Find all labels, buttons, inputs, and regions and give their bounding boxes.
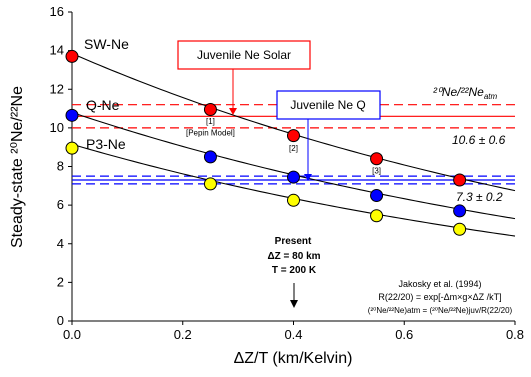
y-tick-label: 14 <box>50 43 64 58</box>
q-value-label: 7.3 ± 0.2 <box>456 190 503 204</box>
present-title: Present <box>275 236 312 247</box>
solar-value-label: 10.6 ± 0.6 <box>452 133 506 147</box>
data-point <box>453 173 467 187</box>
point-label: [2] <box>289 144 298 153</box>
solar-callout-label: Juvenile Ne Solar <box>197 48 291 62</box>
solar-callout-box <box>177 40 311 70</box>
data-point <box>65 141 79 155</box>
series-label-sw-ne: SW-Ne <box>84 36 129 52</box>
x-tick-label: 0.6 <box>395 327 413 342</box>
x-axis-title: ΔZ/T (km/Kelvin) <box>234 350 353 367</box>
y-tick-label: 4 <box>57 236 64 251</box>
data-point <box>453 204 467 218</box>
reference-lines <box>72 104 515 185</box>
y-tick-label: 0 <box>57 313 64 328</box>
data-points <box>65 49 467 236</box>
present-arrowhead <box>290 300 298 308</box>
data-point <box>203 103 217 117</box>
point-label: [3] <box>372 166 381 175</box>
data-point <box>370 188 384 202</box>
y-tick-label: 16 <box>50 4 64 19</box>
y-axis-title: Steady-state ²⁰Ne/²²Ne <box>9 86 26 248</box>
q-callout-arrowhead <box>304 174 312 181</box>
y-tick-label: 10 <box>50 120 64 135</box>
series-label-q-ne: Q-Ne <box>86 97 120 113</box>
atm-ratio-text: ²⁰Ne/²²Ne <box>433 85 484 99</box>
data-point <box>370 209 384 223</box>
present-dz: ΔZ = 80 km <box>267 251 320 262</box>
reference-equation-1: R(22/20) = exp[-Δm×g×ΔZ /kT] <box>378 292 501 302</box>
data-point <box>203 177 217 191</box>
data-point <box>370 152 384 166</box>
q-callout-label: Juvenile Ne Q <box>290 98 365 112</box>
data-point <box>65 108 79 122</box>
y-tick-label: 12 <box>50 81 64 96</box>
y-tick-label: 6 <box>57 197 64 212</box>
y-tick-label: 2 <box>57 274 64 289</box>
series-label-p3-ne: P3-Ne <box>86 136 126 152</box>
x-tick-label: 0.0 <box>63 327 81 342</box>
point-label: [Pepin Model] <box>186 129 235 138</box>
data-point <box>453 222 467 236</box>
data-point <box>287 170 300 184</box>
data-point <box>203 150 217 164</box>
q-callout-box <box>276 90 381 120</box>
model-curve <box>71 53 516 192</box>
reference-author: Jakosky et al. (1994) <box>398 279 481 289</box>
reference-equation-2: (²⁰Ne/²²Ne)atm = (²⁰Ne/²²Ne)juv/R(22/20) <box>368 306 513 315</box>
x-tick-label: 0.2 <box>174 327 192 342</box>
x-tick-label: 0.4 <box>284 327 302 342</box>
data-point <box>287 193 300 207</box>
model-curve <box>71 143 516 237</box>
point-labels: [1] [Pepin Model] [2] [3] <box>186 117 381 175</box>
data-point <box>287 129 300 143</box>
point-label: [1] <box>206 117 215 126</box>
solar-callout-arrowhead <box>229 108 237 115</box>
x-tick-label: 0.8 <box>506 327 524 342</box>
atm-ratio-label: ²⁰Ne/²²Neatm <box>433 85 497 101</box>
data-point <box>65 49 79 63</box>
axis-ticks: 0 2 4 6 8 10 12 14 16 0.0 0.2 0.4 0.6 0.8 <box>50 4 525 342</box>
atm-ratio-subscript: atm <box>484 92 498 101</box>
present-t: T = 200 K <box>272 265 317 276</box>
y-tick-label: 8 <box>57 159 64 174</box>
